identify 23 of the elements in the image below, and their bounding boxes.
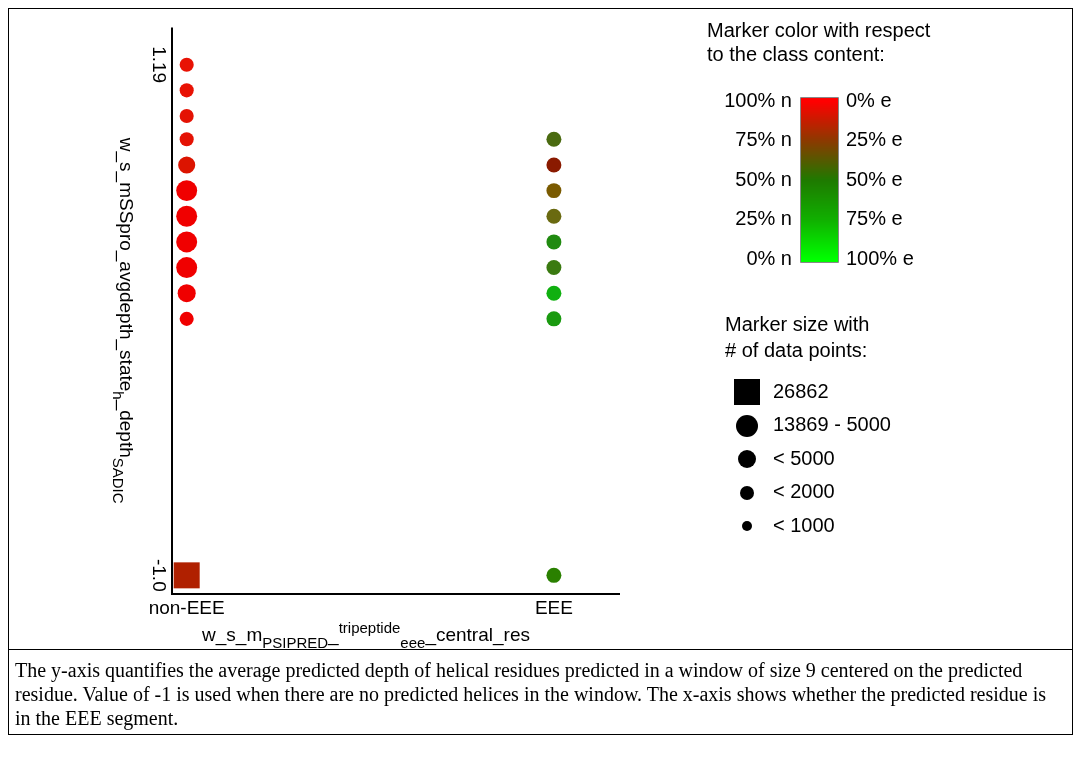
color-bar-label: 50% n [735, 167, 792, 190]
text: 75% e [846, 207, 903, 230]
text: The y-axis quantifies the average predicted depth of helical residues predicted in a window of size 9 centered on the predicted residue. Value of -1 is used when there are no predicted helices in the window. The x-axis shows whether the predicted residue is in the EEE segment. [14, 658, 1047, 732]
x-tick-label: non-EEE [148, 597, 225, 619]
text: 26862 [773, 379, 829, 402]
text: 25% e [846, 128, 903, 151]
text: 13869 - 5000 [773, 413, 891, 436]
y-tick-label: -1.0 [148, 558, 170, 592]
text: < 1000 [773, 513, 835, 536]
text: 50% e [846, 167, 903, 190]
color-bar-title: Marker color with respect to the class content: [707, 18, 931, 65]
text: 0% e [846, 88, 892, 111]
text: < 5000 [773, 446, 835, 469]
y-tick-label: 1.19 [148, 46, 170, 84]
y-axis-title: w_s_mSSpro_avgdepth_stateh_depthSADIC [110, 136, 137, 504]
color-bar-label: 100% n [724, 88, 792, 111]
text: 100% e [846, 246, 914, 269]
x-tick-label: EEE [534, 597, 573, 619]
color-bar-label: 75% n [735, 128, 792, 151]
color-bar-label: 0% n [746, 246, 792, 269]
legend-title: Marker size with # of data points: [725, 312, 870, 361]
text: < 2000 [773, 480, 835, 503]
color-bar-label: 25% n [735, 207, 792, 230]
